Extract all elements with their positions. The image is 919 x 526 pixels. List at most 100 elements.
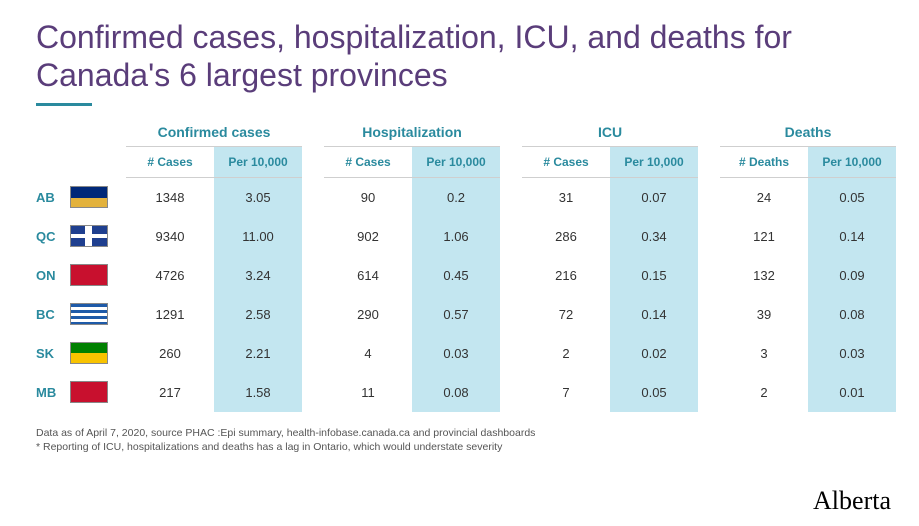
gap-cell: [302, 334, 324, 373]
gap-cell: [302, 295, 324, 334]
cases-value: 902: [324, 217, 412, 256]
province-cell: SK: [36, 334, 126, 373]
footnote-line-2: * Reporting of ICU, hospitalizations and…: [36, 440, 883, 454]
col-cases-2: # Cases: [522, 146, 610, 177]
col-cases-1: # Cases: [324, 146, 412, 177]
province-cell: QC: [36, 217, 126, 256]
col-per-3: Per 10,000: [808, 146, 896, 177]
gap-cell: [500, 177, 522, 217]
cases-value: 4726: [126, 256, 214, 295]
cases-value: 72: [522, 295, 610, 334]
col-cases-0: # Cases: [126, 146, 214, 177]
provinces-table: Confirmed cases Hospitalization ICU Deat…: [36, 124, 896, 412]
table-row: QC934011.009021.062860.341210.14: [36, 217, 896, 256]
per-10000-value: 3.24: [214, 256, 302, 295]
per-10000-value: 0.08: [808, 295, 896, 334]
gap-cell: [698, 177, 720, 217]
table-row: MB2171.58 110.08 70.05 20.01: [36, 373, 896, 412]
title-underline: [36, 103, 92, 106]
footnote-line-1: Data as of April 7, 2020, source PHAC :E…: [36, 426, 883, 440]
col-group-confirmed: Confirmed cases: [126, 124, 302, 147]
cases-value: 217: [126, 373, 214, 412]
per-10000-value: 0.2: [412, 177, 500, 217]
cases-value: 216: [522, 256, 610, 295]
province-flag-icon: [70, 303, 108, 325]
province-abbr: AB: [36, 190, 60, 205]
gap-cell: [302, 256, 324, 295]
gap-cell: [302, 217, 324, 256]
cases-value: 31: [522, 177, 610, 217]
province-flag-icon: [70, 381, 108, 403]
col-per-1: Per 10,000: [412, 146, 500, 177]
cases-value: 24: [720, 177, 808, 217]
per-10000-value: 0.09: [808, 256, 896, 295]
alberta-logo: Alberta: [813, 486, 891, 516]
footnote: Data as of April 7, 2020, source PHAC :E…: [36, 426, 883, 454]
cases-value: 39: [720, 295, 808, 334]
gap-cell: [698, 256, 720, 295]
col-group-deaths: Deaths: [720, 124, 896, 147]
cases-value: 290: [324, 295, 412, 334]
per-10000-value: 0.03: [808, 334, 896, 373]
per-10000-value: 0.08: [412, 373, 500, 412]
per-10000-value: 0.57: [412, 295, 500, 334]
col-group-hospitalization: Hospitalization: [324, 124, 500, 147]
gap-cell: [500, 373, 522, 412]
province-cell: ON: [36, 256, 126, 295]
cases-value: 4: [324, 334, 412, 373]
table-row: AB 13483.05 900.2 310.07 240.05: [36, 177, 896, 217]
table-row: SK2602.2140.0320.0230.03: [36, 334, 896, 373]
per-10000-value: 2.21: [214, 334, 302, 373]
cases-value: 286: [522, 217, 610, 256]
gap-cell: [302, 373, 324, 412]
province-cell: BC: [36, 295, 126, 334]
per-10000-value: 0.03: [412, 334, 500, 373]
per-10000-value: 0.34: [610, 217, 698, 256]
cases-value: 614: [324, 256, 412, 295]
col-per-0: Per 10,000: [214, 146, 302, 177]
province-cell: AB: [36, 177, 126, 217]
cases-value: 2: [522, 334, 610, 373]
cases-value: 260: [126, 334, 214, 373]
per-10000-value: 0.14: [808, 217, 896, 256]
per-10000-value: 0.02: [610, 334, 698, 373]
per-10000-value: 0.07: [610, 177, 698, 217]
cases-value: 90: [324, 177, 412, 217]
per-10000-value: 1.06: [412, 217, 500, 256]
per-10000-value: 0.45: [412, 256, 500, 295]
per-10000-value: 0.05: [610, 373, 698, 412]
gap-cell: [698, 217, 720, 256]
province-flag-icon: [70, 342, 108, 364]
gap-cell: [500, 295, 522, 334]
province-abbr: QC: [36, 229, 60, 244]
per-10000-value: 1.58: [214, 373, 302, 412]
province-flag-icon: [70, 186, 108, 208]
table-row: ON 47263.24 6140.45 2160.15 1320.09: [36, 256, 896, 295]
table-row: BC12912.582900.57720.14390.08: [36, 295, 896, 334]
cases-value: 11: [324, 373, 412, 412]
per-10000-value: 0.05: [808, 177, 896, 217]
col-group-icu: ICU: [522, 124, 698, 147]
province-cell: MB: [36, 373, 126, 412]
col-per-2: Per 10,000: [610, 146, 698, 177]
cases-value: 1348: [126, 177, 214, 217]
cases-value: 121: [720, 217, 808, 256]
province-abbr: ON: [36, 268, 60, 283]
province-flag-icon: [70, 264, 108, 286]
province-abbr: SK: [36, 346, 60, 361]
province-abbr: BC: [36, 307, 60, 322]
cases-value: 2: [720, 373, 808, 412]
gap-cell: [698, 334, 720, 373]
per-10000-value: 3.05: [214, 177, 302, 217]
gap-cell: [698, 295, 720, 334]
cases-value: 1291: [126, 295, 214, 334]
page-title: Confirmed cases, hospitalization, ICU, a…: [36, 18, 883, 95]
per-10000-value: 0.15: [610, 256, 698, 295]
per-10000-value: 11.00: [214, 217, 302, 256]
province-flag-icon: [70, 225, 108, 247]
per-10000-value: 0.01: [808, 373, 896, 412]
gap-cell: [500, 217, 522, 256]
gap-cell: [698, 373, 720, 412]
cases-value: 7: [522, 373, 610, 412]
cases-value: 132: [720, 256, 808, 295]
